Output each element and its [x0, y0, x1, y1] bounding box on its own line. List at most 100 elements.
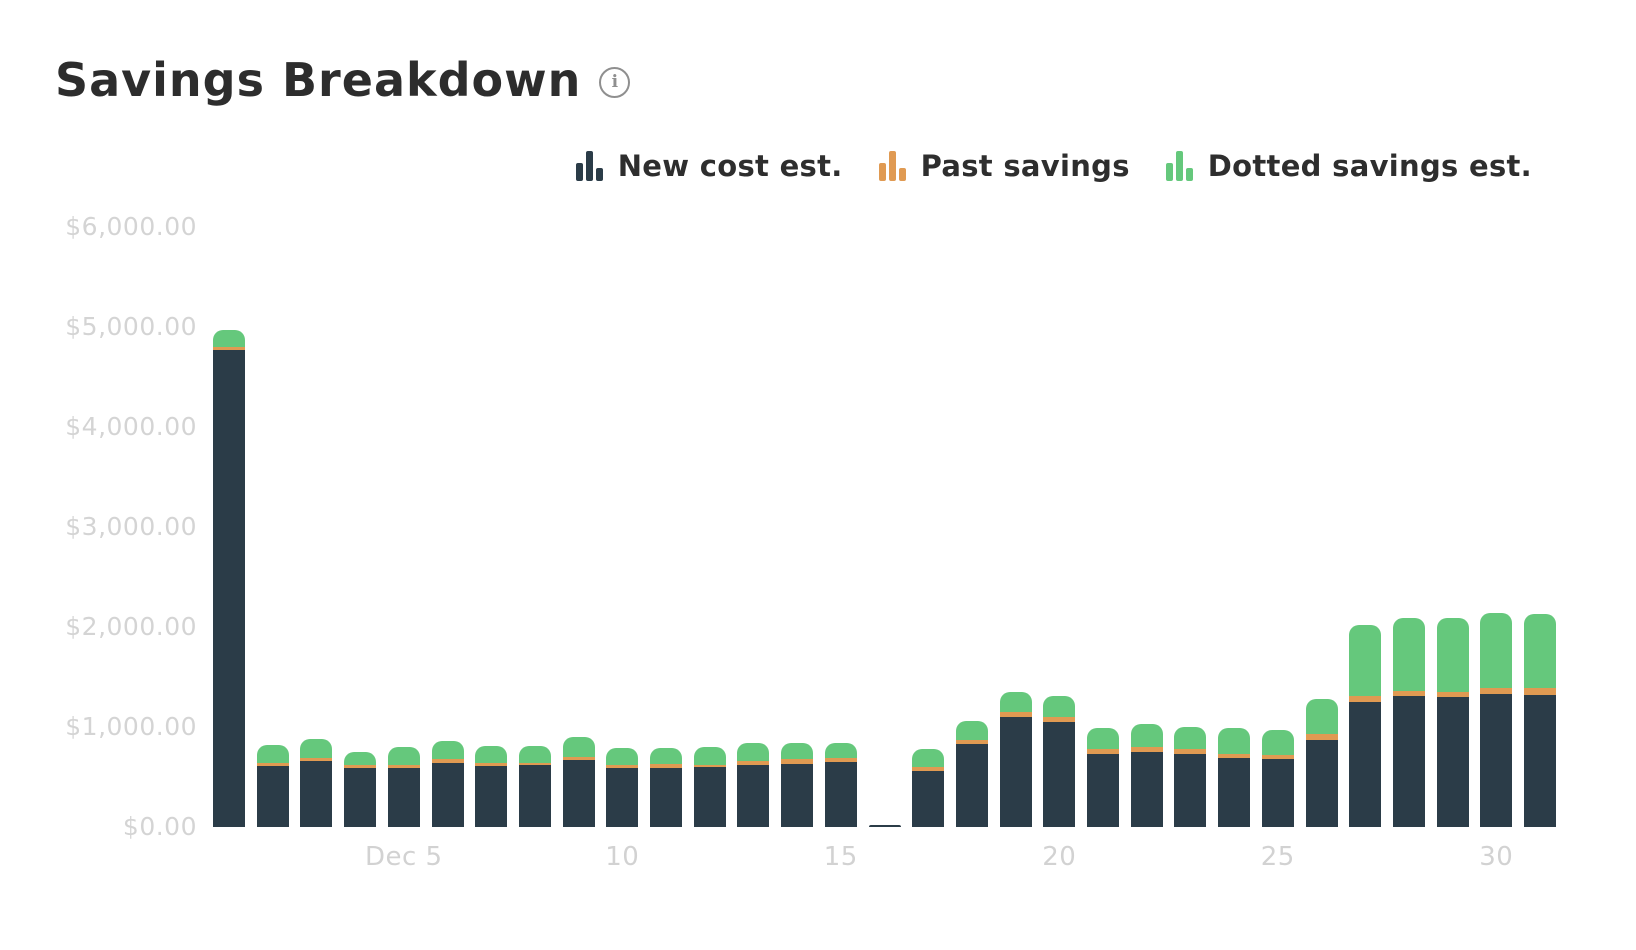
bar-dec-11[interactable]	[650, 748, 682, 827]
bar-segment-new-cost-est	[256, 766, 289, 827]
bar-segment-dotted-savings-est	[999, 692, 1032, 712]
bar-segment-past-savings	[1130, 747, 1163, 752]
bar-segment-past-savings	[518, 763, 551, 765]
bar-dec-22[interactable]	[1130, 724, 1163, 827]
bar-dec-2[interactable]	[256, 745, 289, 827]
bar-dec-4[interactable]	[344, 752, 377, 827]
bar-dec-28[interactable]	[1392, 618, 1425, 827]
bar-segment-dotted-savings-est	[1218, 728, 1251, 754]
bar-segment-new-cost-est	[387, 768, 420, 827]
legend-item-new-cost[interactable]: New cost est.	[575, 149, 843, 183]
bar-dec-12[interactable]	[693, 747, 726, 827]
bar-segment-past-savings	[781, 759, 814, 764]
bar-dec-15[interactable]	[824, 743, 857, 827]
bar-dec-27[interactable]	[1349, 625, 1382, 827]
x-tick-label: 10	[605, 842, 640, 872]
bar-dec-24[interactable]	[1218, 728, 1251, 827]
x-tick-label: 25	[1260, 842, 1295, 872]
bar-segment-dotted-savings-est	[1087, 728, 1119, 749]
legend-item-dotted-savings[interactable]: Dotted savings est.	[1165, 149, 1532, 183]
bar-segment-past-savings	[1261, 755, 1294, 759]
bar-dec-17[interactable]	[912, 749, 945, 827]
bar-segment-new-cost-est	[693, 767, 726, 827]
bar-segment-past-savings	[1218, 754, 1251, 758]
y-axis-labels: $6,000.00 $5,000.00 $4,000.00 $3,000.00 $2,0…	[0, 0, 197, 950]
bar-dec-6[interactable]	[431, 741, 464, 827]
bar-segment-dotted-savings-est	[256, 745, 289, 763]
bar-segment-dotted-savings-est	[955, 721, 988, 740]
bar-dec-21[interactable]	[1087, 728, 1119, 827]
bar-dec-16[interactable]	[868, 824, 901, 827]
bar-segment-past-savings	[1174, 749, 1207, 754]
bar-segment-past-savings	[1087, 749, 1119, 754]
bar-segment-dotted-savings-est	[912, 749, 945, 767]
bar-dec-10[interactable]	[606, 748, 639, 827]
bar-segment-new-cost-est	[781, 764, 814, 827]
bar-segment-new-cost-est	[650, 768, 682, 827]
x-tick-label: 15	[823, 842, 858, 872]
y-tick-label: $5,000.00	[65, 312, 197, 341]
bar-dec-13[interactable]	[737, 743, 770, 827]
x-tick-label: 30	[1479, 842, 1514, 872]
bar-segment-dotted-savings-est	[431, 741, 464, 759]
bar-dec-25[interactable]	[1261, 730, 1294, 827]
bar-segment-new-cost-est	[999, 717, 1032, 827]
bar-segment-past-savings	[999, 712, 1032, 717]
bar-dec-29[interactable]	[1436, 618, 1469, 827]
bar-dec-5[interactable]	[387, 747, 420, 827]
bar-dec-3[interactable]	[300, 739, 333, 827]
y-tick-label: $6,000.00	[65, 212, 197, 241]
bar-dec-8[interactable]	[518, 746, 551, 827]
bar-segment-past-savings	[1349, 696, 1382, 702]
bar-segment-past-savings	[344, 765, 377, 768]
bar-dec-23[interactable]	[1174, 727, 1207, 827]
bar-segment-new-cost-est	[1436, 697, 1469, 827]
bar-segment-dotted-savings-est	[213, 330, 245, 347]
bar-segment-new-cost-est	[1174, 754, 1207, 827]
bar-segment-dotted-savings-est	[1436, 618, 1469, 692]
bar-dec-20[interactable]	[1043, 696, 1076, 827]
bar-segment-new-cost-est	[562, 760, 595, 827]
bar-dec-19[interactable]	[999, 692, 1032, 827]
bar-dec-30[interactable]	[1480, 613, 1513, 827]
bar-segment-past-savings	[256, 763, 289, 766]
bar-segment-new-cost-est	[737, 765, 770, 827]
bar-segment-new-cost-est	[868, 824, 901, 827]
page-title: Savings Breakdown	[55, 53, 582, 107]
bar-segment-new-cost-est	[1218, 758, 1251, 827]
mini-bar-chart-icon	[1165, 151, 1193, 181]
bar-segment-dotted-savings-est	[1261, 730, 1294, 755]
bar-segment-past-savings	[213, 347, 245, 350]
bar-segment-new-cost-est	[606, 768, 639, 827]
bar-segment-new-cost-est	[344, 768, 377, 827]
legend-label: New cost est.	[617, 149, 843, 183]
bar-dec-1[interactable]	[213, 330, 245, 827]
bar-dec-18[interactable]	[955, 721, 988, 827]
bar-segment-dotted-savings-est	[562, 737, 595, 757]
bar-segment-new-cost-est	[213, 350, 245, 827]
y-tick-label: $3,000.00	[65, 512, 197, 541]
bar-dec-31[interactable]	[1524, 614, 1556, 827]
bar-dec-26[interactable]	[1305, 699, 1338, 827]
bar-segment-dotted-savings-est	[1349, 625, 1382, 696]
bar-segment-new-cost-est	[1261, 759, 1294, 827]
bar-segment-new-cost-est	[1087, 754, 1119, 827]
bar-segment-dotted-savings-est	[1130, 724, 1163, 747]
bar-segment-dotted-savings-est	[387, 747, 420, 765]
bar-segment-past-savings	[1043, 717, 1076, 722]
bar-segment-past-savings	[475, 763, 508, 766]
info-icon[interactable]: i	[599, 66, 631, 98]
bar-dec-14[interactable]	[781, 743, 814, 827]
bar-segment-new-cost-est	[300, 761, 333, 827]
bar-segment-past-savings	[1392, 691, 1425, 696]
bar-segment-past-savings	[387, 765, 420, 768]
chart-legend: New cost est. Past savings Dotted saving…	[575, 149, 1532, 183]
bar-segment-new-cost-est	[518, 765, 551, 827]
bar-segment-new-cost-est	[955, 744, 988, 827]
legend-item-past-savings[interactable]: Past savings	[878, 149, 1130, 183]
bar-dec-7[interactable]	[475, 746, 508, 827]
bar-dec-9[interactable]	[562, 737, 595, 827]
bar-segment-dotted-savings-est	[650, 748, 682, 764]
